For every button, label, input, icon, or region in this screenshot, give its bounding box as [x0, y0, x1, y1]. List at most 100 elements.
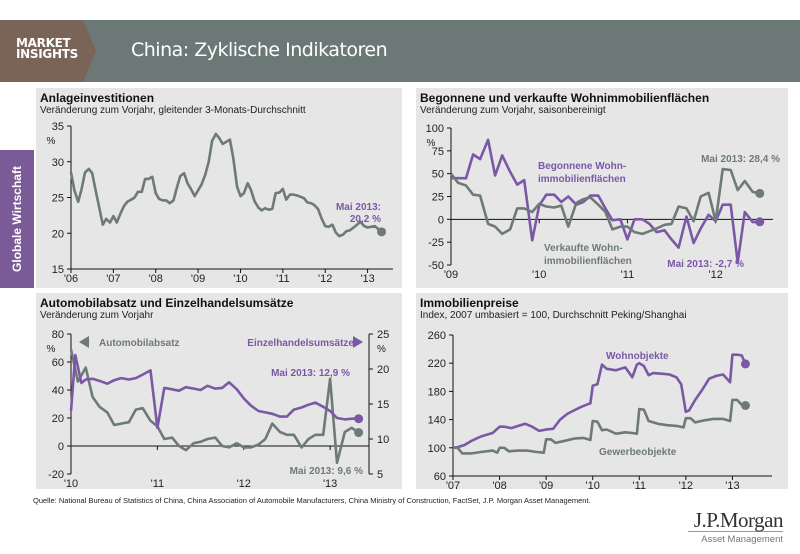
y-tick-label: -50 [428, 260, 444, 272]
panel-subtitle: Veränderung zum Vorjahr, gleitender 3-Mo… [40, 105, 306, 116]
x-tick-label: '10 [532, 269, 546, 281]
x-tick-label: '07 [106, 273, 120, 285]
x-tick-label: '10 [586, 480, 600, 492]
panel-fixed-asset-investment: Anlageinvestitionen Veränderung zum Vorj… [36, 88, 402, 288]
y-tick-label: 25 [52, 193, 64, 205]
x-tick-label: '12 [708, 269, 722, 281]
x-tick-label: '11 [633, 480, 647, 492]
chart-retail: -20 0 20 40 60 80% '10 '11 '12 '13 5 10 15 20 25% Autom… [47, 329, 390, 490]
panel-title: Begonnene und verkaufte Wohnimmobilienfl… [420, 91, 710, 105]
y-tick-label: 60 [434, 471, 446, 483]
annotation-value: 20,2 % [350, 214, 381, 225]
y-tick-label: -20 [48, 469, 64, 481]
sidebar-tab: Globale Wirtschaft [0, 150, 34, 288]
series-line-purple [451, 138, 760, 264]
y-tick-label: 75 [432, 146, 444, 158]
annotation: Mai 2013: 12,9 % [271, 368, 350, 379]
chart-prices: 60 100 140 180 220 260 '07 '08 '09 '10 '11 '12 '13 Wo… [428, 330, 772, 492]
x-tick-label: '10 [64, 478, 78, 490]
logo-sub: Asset Management [701, 534, 783, 545]
chart-fai: 15 20 25 30 35% '06 '07 '08 '09 '10 '11 '12 '13 Mai 2… [47, 121, 393, 285]
last-value-marker [354, 428, 364, 438]
y2-tick-label: 5 [377, 469, 383, 481]
y2-tick-label: 10 [377, 434, 389, 446]
y2-tick-label: 15 [377, 399, 389, 411]
annotation: Mai 2013: 28,4 % [701, 154, 780, 165]
left-arrow-icon [79, 336, 89, 348]
x-tick-label: '12 [318, 273, 332, 285]
legend-label: Einzelhandelsumsätze [247, 338, 354, 349]
y-tick-label: 15 [52, 264, 64, 276]
last-value-marker [377, 227, 387, 237]
y-tick-label: 30 [52, 157, 64, 169]
last-value-marker [740, 401, 750, 410]
y-axis-unit: % [47, 136, 56, 147]
header-bar [0, 20, 800, 82]
logo-name: J.P.Morgan [688, 509, 784, 532]
y-tick-label: 140 [428, 415, 446, 427]
chart-floor: -50 -25 0 25 50 75 100% '09 '10 '11 '12 Begonnene W… [426, 123, 780, 281]
x-tick-label: '12 [679, 480, 693, 492]
panel-title: Automobilabsatz und Einzelhandelsumsätze [40, 296, 294, 310]
y-tick-label: 80 [52, 329, 64, 341]
y-tick-label: -25 [428, 237, 444, 249]
x-tick-label: '06 [64, 273, 78, 285]
series-line-purple [452, 353, 747, 450]
x-tick-label: '08 [492, 480, 506, 492]
x-tick-label: '11 [276, 273, 290, 285]
annotation: Mai 2013: -2,7 % [667, 259, 744, 270]
x-tick-label: '10 [233, 273, 247, 285]
legend-label: Automobilabsatz [99, 338, 180, 349]
market-insights-badge: MARKET INSIGHTS [0, 20, 96, 82]
brand-line-2: INSIGHTS [16, 47, 78, 61]
jpmorgan-logo: J.P.Morgan Asset Management [688, 509, 784, 545]
series-label: Begonnene Wohn- [538, 161, 626, 172]
series-label: Verkaufte Wohn- [544, 243, 623, 254]
y-tick-label: 260 [428, 330, 446, 342]
series-line-gray [449, 167, 761, 236]
x-tick-label: '11 [151, 478, 165, 490]
series-label: Wohnobjekte [606, 351, 669, 362]
x-tick-label: '09 [191, 273, 205, 285]
series-label: immobilienflächen [544, 256, 632, 267]
x-tick-label: '13 [725, 480, 739, 492]
x-tick-label: '11 [621, 269, 635, 281]
series-line-purple [69, 353, 359, 430]
y-tick-label: 0 [438, 214, 444, 226]
y-tick-label: 25 [432, 192, 444, 204]
sidebar-label: Globale Wirtschaft [10, 166, 24, 272]
y-axis-unit: % [47, 344, 56, 355]
y-tick-label: 40 [52, 385, 64, 397]
y2-tick-label: 25 [377, 329, 389, 341]
source-note: Quelle: National Bureau of Statistics of… [33, 496, 591, 505]
x-tick-label: '09 [444, 269, 458, 281]
brand-line-1: MARKET [16, 36, 71, 50]
panel-title: Anlageinvestitionen [40, 91, 155, 105]
y2-tick-label: 20 [377, 364, 389, 376]
y-tick-label: 100 [426, 123, 444, 135]
x-tick-label: '12 [237, 478, 251, 490]
y-tick-label: 180 [428, 386, 446, 398]
y-tick-label: 20 [52, 413, 64, 425]
last-value-marker [740, 359, 750, 369]
last-value-marker [755, 188, 765, 198]
panel-subtitle: Index, 2007 umbasiert = 100, Durchschnit… [420, 310, 687, 321]
x-tick-label: '08 [149, 273, 163, 285]
panel-title: Immobilienpreise [420, 296, 519, 310]
y-tick-label: 20 [52, 228, 64, 240]
series-line-gray [69, 349, 360, 465]
x-tick-label: '13 [323, 478, 337, 490]
y2-axis-unit: % [377, 344, 386, 355]
y-tick-label: 0 [58, 441, 64, 453]
series-line-gray [69, 132, 383, 238]
right-arrow-icon [353, 336, 363, 348]
panel-auto-retail: Automobilabsatz und Einzelhandelsumsätze… [36, 293, 402, 490]
annotation-label: Mai 2013: [336, 202, 381, 213]
series-label: immobilienflächen [538, 174, 626, 185]
y-tick-label: 35 [52, 121, 64, 133]
y-axis-unit: % [427, 138, 436, 149]
panel-subtitle: Veränderung zum Vorjahr, saisonbereinigt [420, 105, 606, 116]
y-tick-label: 220 [428, 358, 446, 370]
last-value-marker [354, 414, 364, 424]
y-tick-label: 50 [432, 169, 444, 181]
